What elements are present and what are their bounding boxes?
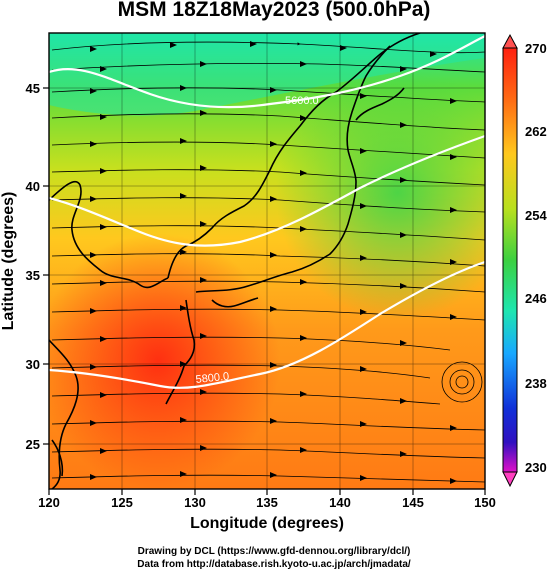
colorbar-tick: 254 (525, 208, 547, 223)
contour-label-5800: 5800.0 (195, 371, 230, 386)
y-tick-label: 25 (26, 437, 40, 452)
contour-label-5600: 5600.0 (285, 95, 319, 107)
y-tick-label: 40 (26, 179, 40, 194)
wind-arrowheads (90, 41, 457, 484)
wind-streamlines (51, 41, 485, 483)
y-tick-label: 45 (26, 81, 40, 96)
credit-drawing: Drawing by DCL (https://www.gfd-dennou.o… (137, 546, 411, 557)
x-axis: 120 125 130 135 140 145 150 Longitude (d… (38, 489, 496, 532)
x-tick-label: 150 (474, 495, 496, 510)
colorbar: 270 262 254 246 238 230 (502, 33, 547, 488)
y-axis: 25 30 35 40 45 Latitude (degrees) (0, 81, 49, 452)
coastlines (49, 33, 421, 489)
y-tick-label: 30 (26, 357, 40, 372)
x-tick-label: 145 (402, 495, 424, 510)
x-axis-label: Longitude (degrees) (190, 515, 344, 532)
y-axis-label: Latitude (degrees) (0, 192, 17, 331)
chart-title: MSM 18Z18May2023 (500.0hPa) (117, 0, 431, 21)
x-tick-label: 135 (256, 495, 278, 510)
colorbar-tick: 238 (525, 376, 547, 391)
y-tick-label: 35 (26, 268, 40, 283)
x-tick-label: 130 (184, 495, 206, 510)
x-tick-label: 120 (38, 495, 60, 510)
colorbar-tick: 246 (525, 291, 547, 306)
x-tick-label: 140 (329, 495, 351, 510)
colorbar-min-triangle (502, 471, 518, 488)
credit-data: Data from http://database.rish.kyoto-u.a… (137, 559, 411, 570)
colorbar-tick: 230 (525, 460, 547, 475)
colorbar-tick: 270 (525, 41, 547, 56)
colorbar-tick: 262 (525, 124, 547, 139)
x-tick-label: 125 (111, 495, 133, 510)
colorbar-max-triangle (502, 33, 518, 49)
height-contours (49, 35, 485, 389)
